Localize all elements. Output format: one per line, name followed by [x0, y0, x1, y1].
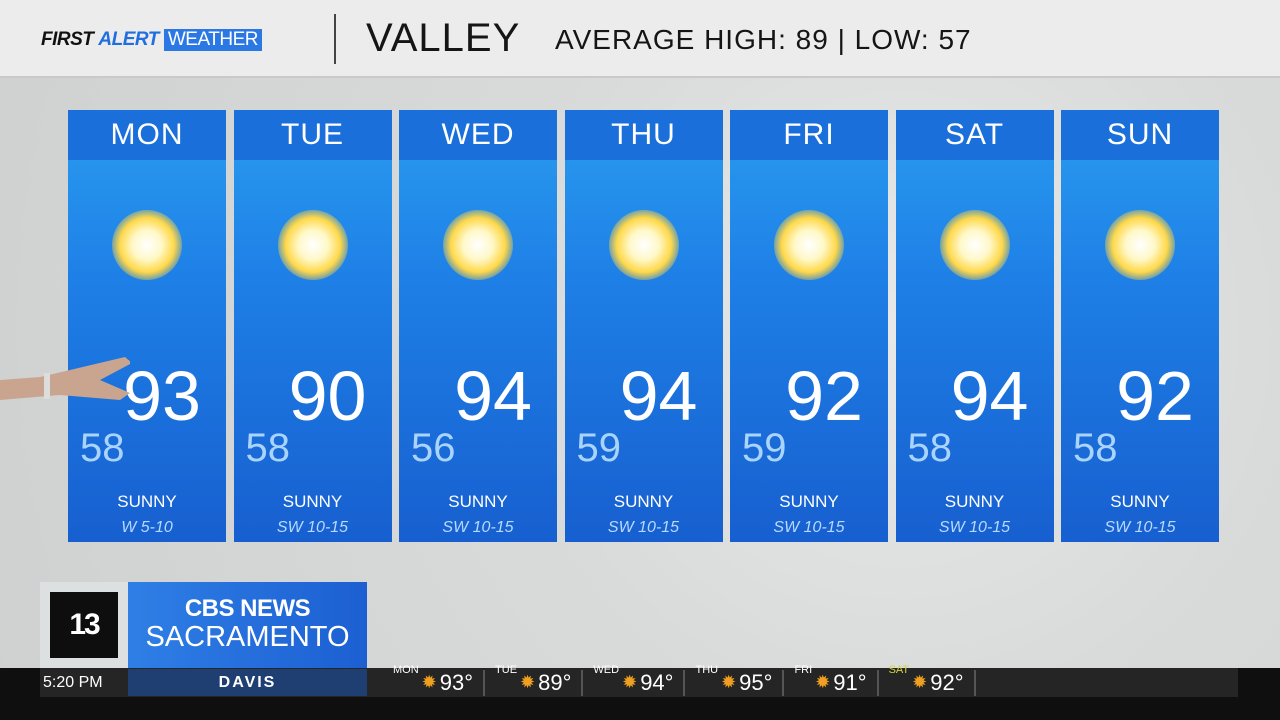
sun-icon [939, 210, 1010, 280]
ticker-day: FRI [794, 663, 813, 676]
condition: SUNNY [448, 492, 508, 511]
forecast-card-thu: THU 94 59 SUNNY SW 10-15 [564, 110, 723, 542]
wind: SW 10-15 [773, 519, 845, 536]
sun-icon [608, 210, 679, 280]
ticker-item-mon: MON ✹ 93° [393, 664, 486, 696]
ticker-item-fri: FRI ✹ 91° [794, 664, 879, 696]
ticker-forecast: MON ✹ 93° TUE ✹ 89° WED ✹ 94° THU ✹ 95° FRI ✹ 91° SAT ✹ 9… [393, 664, 986, 696]
forecast-card-sun: SUN 92 58 SUNNY SW 10-15 [1061, 110, 1219, 542]
low-temp: 58 [1073, 426, 1118, 470]
sun-icon: ✹ [815, 672, 831, 693]
clock: 5:20 PM [43, 673, 103, 691]
ticker-temp: 95° [739, 669, 773, 695]
ticker-temp: 92° [930, 669, 964, 695]
day-label: FRI [730, 110, 888, 160]
high-temp: 94 [950, 357, 1029, 435]
ticker-item-wed: WED ✹ 94° [593, 664, 686, 696]
high-temp: 94 [619, 357, 698, 435]
brand-first: FIRST [41, 29, 94, 50]
condition: SUNNY [944, 492, 1005, 511]
sun-icon: ✹ [912, 672, 928, 693]
low-temp: 59 [576, 426, 622, 470]
presenter-hand [0, 357, 130, 400]
high-temp: 92 [1116, 357, 1194, 435]
day-label: THU [564, 110, 723, 160]
header-bar: FIRST ALERT WEATHER VALLEY AVERAGE HIGH:… [0, 0, 1280, 78]
wind: SW 10-15 [938, 519, 1011, 536]
average-temps: AVERAGE HIGH: 89 | LOW: 57 [555, 24, 972, 55]
forecast-card-mon: MON 93 58 SUNNY W 5-10 [68, 110, 226, 542]
wind: SW 10-15 [1104, 519, 1176, 536]
ticker-location: DAVIS [128, 669, 367, 696]
sun-icon: ✹ [622, 672, 638, 693]
brand-alert: ALERT [98, 29, 159, 50]
forecast-card-tue: TUE 90 58 SUNNY SW 10-15 [233, 110, 392, 542]
ticker-item-thu: THU ✹ 95° [695, 664, 785, 696]
ticker-day: TUE [495, 663, 518, 676]
sun-icon [443, 210, 513, 280]
condition: SUNNY [117, 492, 177, 511]
sun-icon [112, 210, 182, 280]
wind: SW 10-15 [442, 519, 514, 536]
cbs13-logo: 13 [50, 592, 118, 658]
sun-icon: ✹ [421, 672, 437, 693]
ticker-item-tue: TUE ✹ 89° [495, 664, 584, 696]
divider [334, 14, 336, 64]
ticker-day: SAT [888, 663, 910, 676]
day-label: WED [399, 110, 557, 160]
low-temp: 58 [80, 426, 125, 470]
high-temp: 90 [288, 357, 367, 435]
region-title: VALLEY [366, 16, 521, 60]
high-temp: 93 [123, 357, 201, 435]
low-temp: 58 [245, 426, 291, 470]
day-label: SUN [1061, 110, 1219, 160]
ticker-item-sat: SAT ✹ 92° [889, 664, 976, 696]
ticker-day: THU [695, 663, 719, 676]
condition: SUNNY [613, 492, 674, 511]
wind: SW 10-15 [607, 519, 680, 536]
day-label: MON [68, 110, 226, 160]
wind: SW 10-15 [276, 519, 349, 536]
sun-icon [277, 210, 348, 280]
ticker-temp: 93° [439, 669, 474, 695]
cbs-news-sacramento-banner: CBS NEWS SACRAMENTO [128, 582, 367, 668]
forecast-card-sat: SAT 94 58 SUNNY SW 10-15 [895, 110, 1054, 542]
sun-icon: ✹ [520, 672, 536, 693]
ticker-bar: 5:20 PM DAVIS MON ✹ 93° TUE ✹ 89° WED ✹ 94° THU ✹ 9… [40, 664, 1238, 697]
logo-text: 13 [69, 608, 100, 641]
wind: W 5-10 [121, 519, 173, 536]
forecast-card-fri: FRI 92 59 SUNNY SW 10-15 [730, 110, 888, 542]
condition: SUNNY [1110, 492, 1170, 511]
brand-weather: WEATHER [163, 29, 262, 51]
ticker-temp: 89° [538, 669, 572, 695]
low-temp: 59 [742, 426, 787, 470]
forecast-card-wed: WED 94 56 SUNNY SW 10-15 [399, 110, 557, 542]
ticker-day: MON [393, 663, 419, 676]
condition: SUNNY [779, 492, 839, 511]
first-alert-weather-logo: FIRST ALERT WEATHER [41, 29, 262, 51]
network-name: CBS NEWS [184, 595, 311, 622]
day-label: SAT [895, 110, 1054, 160]
day-label: TUE [233, 110, 392, 160]
ticker-day: WED [593, 663, 620, 676]
sun-icon: ✹ [721, 672, 737, 693]
ticker-temp: 94° [640, 669, 674, 695]
sun-icon [1105, 210, 1175, 280]
condition: SUNNY [282, 492, 343, 511]
high-temp: 94 [454, 357, 532, 435]
ticker-temp: 91° [833, 669, 867, 695]
sun-icon [774, 210, 844, 280]
low-temp: 58 [907, 426, 953, 470]
market-name: SACRAMENTO [145, 621, 350, 653]
high-temp: 92 [785, 357, 863, 435]
low-temp: 56 [411, 426, 456, 470]
